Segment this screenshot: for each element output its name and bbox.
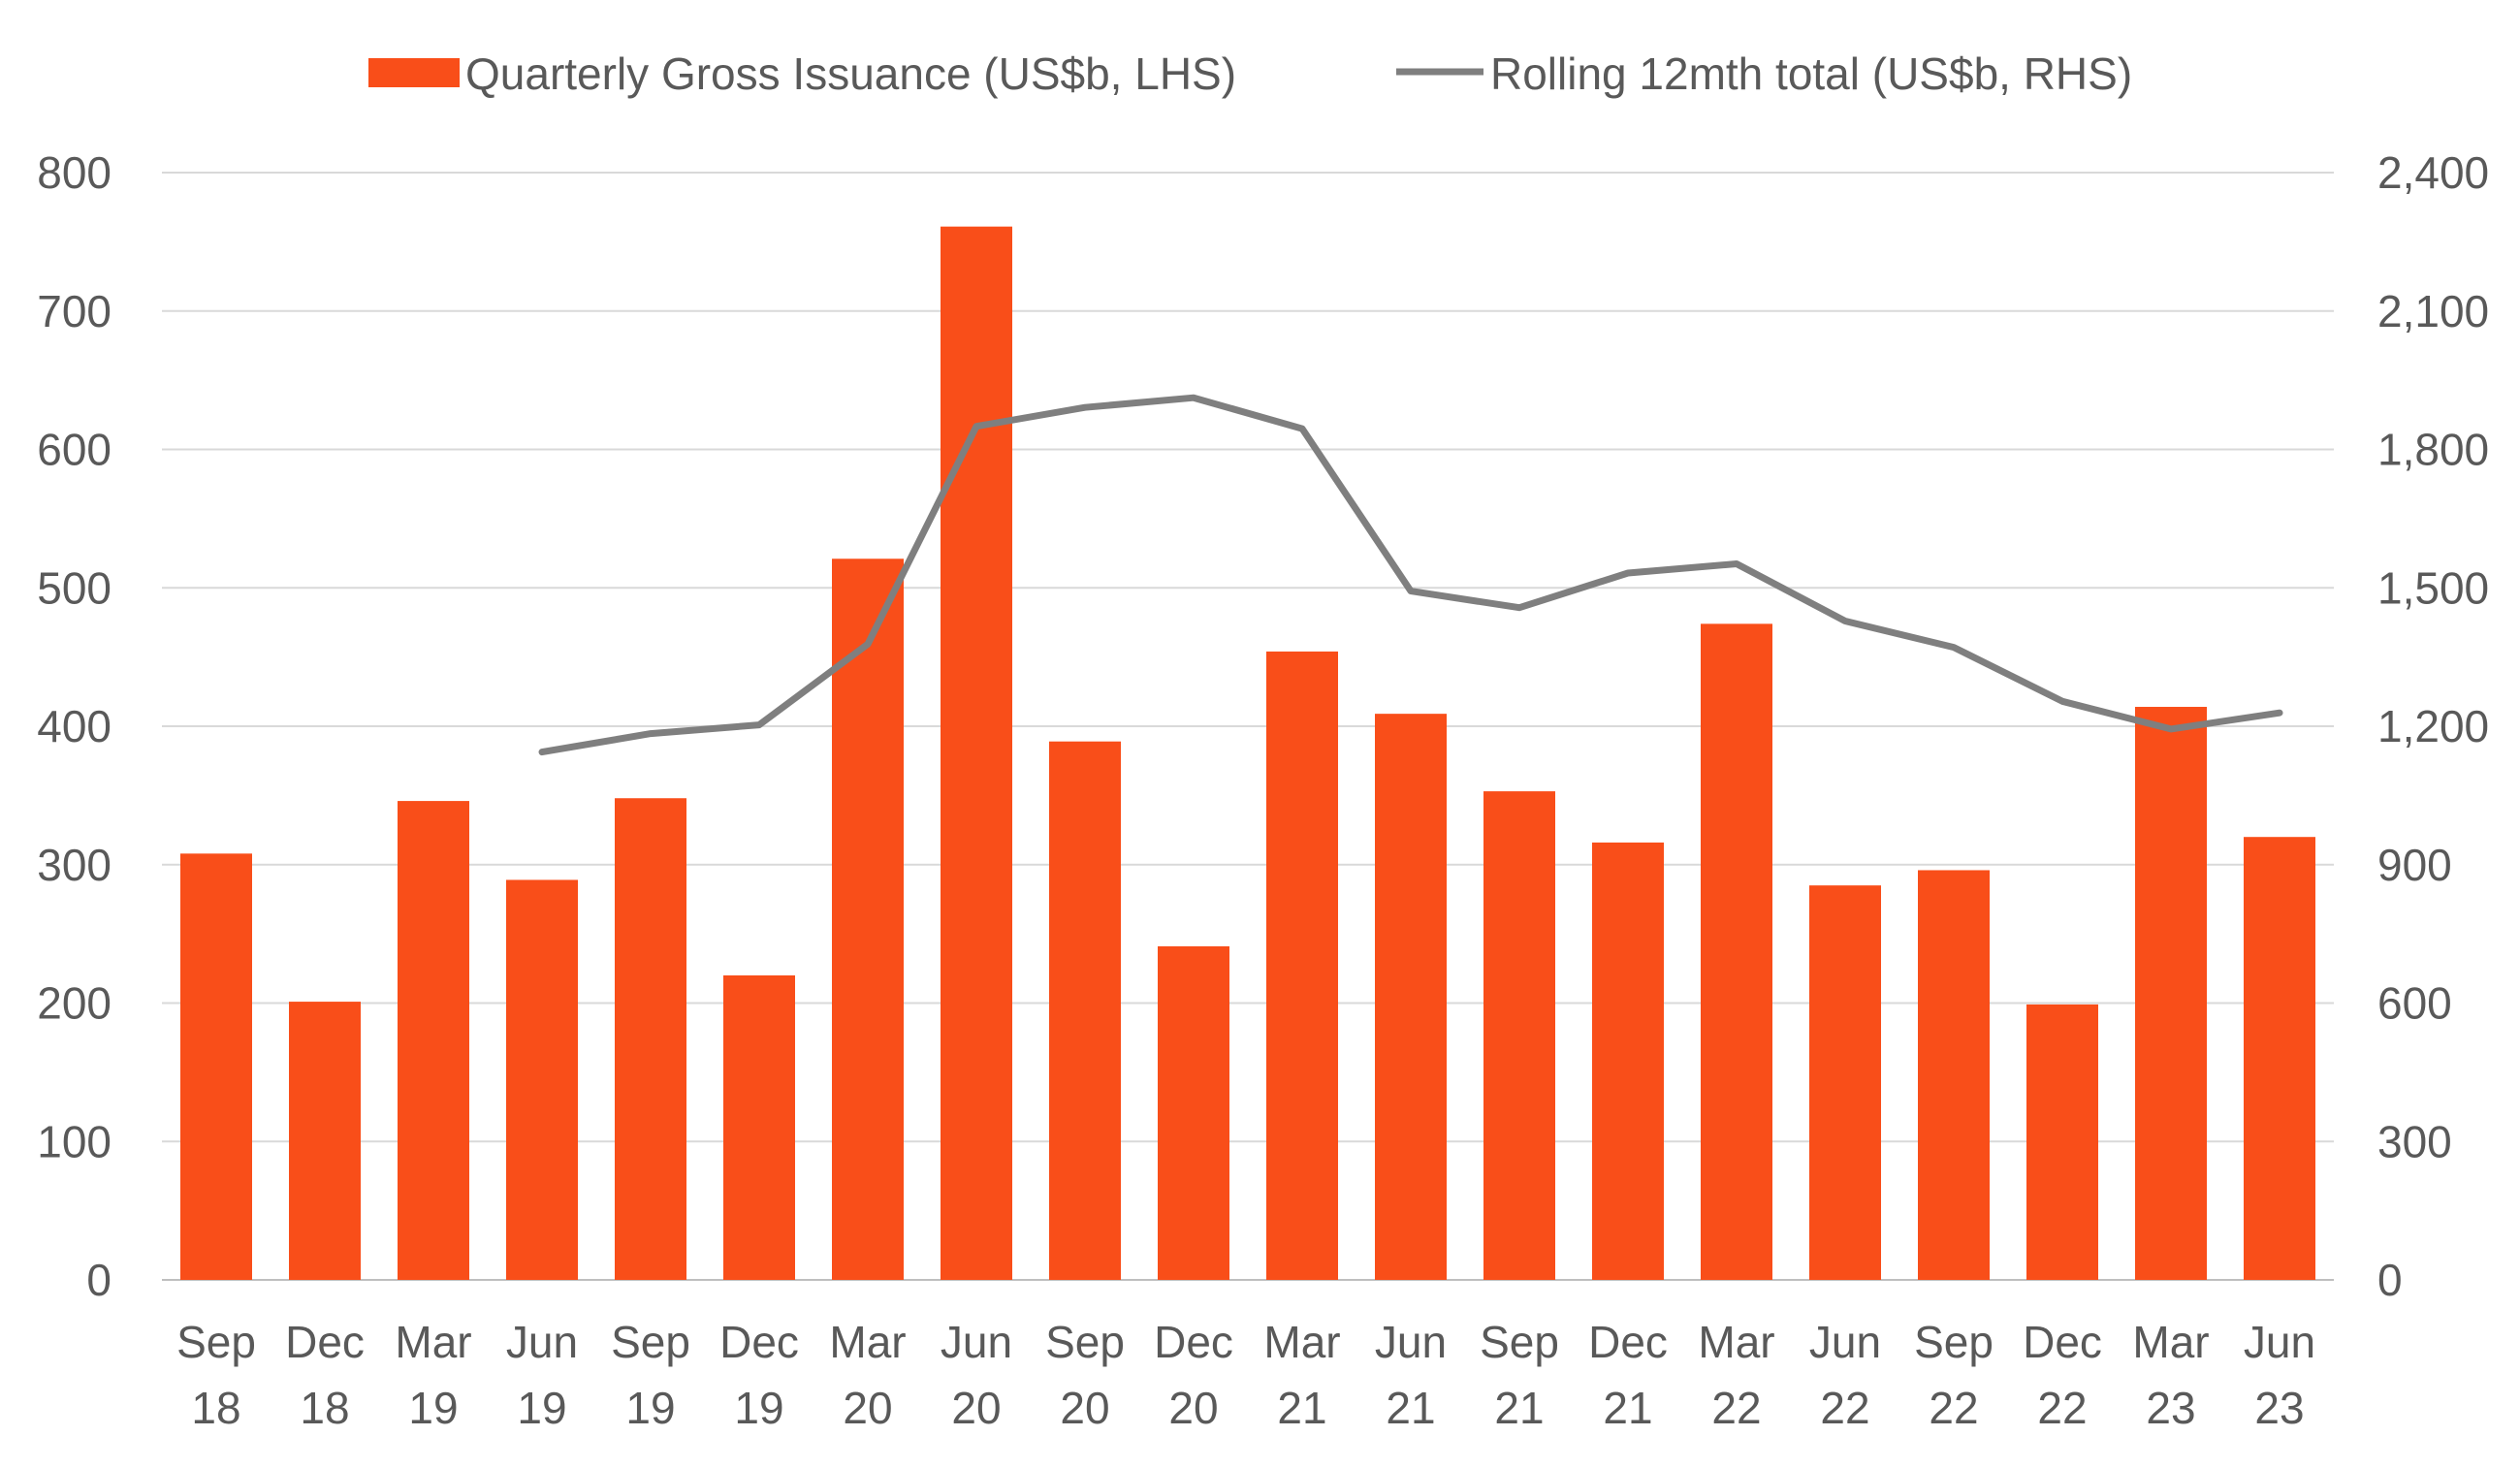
x-tick-label-year: 19 xyxy=(734,1383,783,1433)
x-tick-label-month: Dec xyxy=(719,1317,799,1367)
x-tick-label-year: 20 xyxy=(843,1383,892,1433)
y-right-tick-label: 900 xyxy=(2377,840,2452,890)
y-right-tick-label: 600 xyxy=(2377,978,2452,1029)
line-series xyxy=(538,394,2283,756)
y-left-tick-label: 200 xyxy=(37,978,112,1029)
x-tick-label-year: 20 xyxy=(1060,1383,1109,1433)
x-tick-label-year: 19 xyxy=(517,1383,566,1433)
x-tick-label-month: Mar xyxy=(829,1317,906,1367)
y-left-tick-label: 600 xyxy=(37,425,112,475)
bar xyxy=(832,558,904,1280)
x-tick-label-year: 23 xyxy=(2146,1383,2195,1433)
y-right-tick-label: 0 xyxy=(2377,1255,2403,1305)
y-right-tick-label: 1,200 xyxy=(2377,701,2489,751)
y-left-tick-label: 100 xyxy=(37,1116,112,1166)
x-tick-label-month: Mar xyxy=(1263,1317,1340,1367)
legend-label-bar: Quarterly Gross Issuance (US$b, LHS) xyxy=(465,48,1236,99)
x-tick-label-year: 22 xyxy=(1929,1383,1978,1433)
x-tick-label-month: Mar xyxy=(1698,1317,1774,1367)
x-tick-label-month: Jun xyxy=(941,1317,1012,1367)
bar xyxy=(398,801,469,1280)
x-tick-label-year: 21 xyxy=(1494,1383,1544,1433)
x-tick-label-year: 19 xyxy=(625,1383,675,1433)
x-tick-label-year: 18 xyxy=(300,1383,349,1433)
x-tick-label-month: Sep xyxy=(176,1317,256,1367)
x-tick-label-month: Dec xyxy=(1588,1317,1668,1367)
y-left-tick-label: 700 xyxy=(37,286,112,336)
x-tick-label-month: Dec xyxy=(1154,1317,1233,1367)
bar xyxy=(1049,741,1121,1280)
y-left-tick-label: 500 xyxy=(37,562,112,613)
x-tick-label-year: 23 xyxy=(2254,1383,2304,1433)
x-tick-label-year: 20 xyxy=(1168,1383,1218,1433)
x-tick-label-month: Dec xyxy=(285,1317,365,1367)
bar xyxy=(1918,870,1990,1280)
y-left-tick-label: 400 xyxy=(37,701,112,751)
bar xyxy=(1266,651,1338,1280)
bar xyxy=(1809,885,1881,1280)
x-tick-label-year: 19 xyxy=(408,1383,458,1433)
bar xyxy=(1158,945,1229,1280)
x-tick-label-month: Dec xyxy=(2023,1317,2102,1367)
x-tick-label-month: Jun xyxy=(1375,1317,1447,1367)
x-tick-label-year: 18 xyxy=(191,1383,240,1433)
y-right-tick-label: 2,400 xyxy=(2377,147,2489,198)
axes: 0 0 100 300 200 600 300 900 400 1,200 500 1,500 600 1… xyxy=(37,147,2489,1433)
bar xyxy=(289,1002,361,1280)
x-tick-label-month: Mar xyxy=(2132,1317,2209,1367)
y-right-tick-label: 1,800 xyxy=(2377,425,2489,475)
bar xyxy=(723,974,795,1280)
x-tick-label-month: Jun xyxy=(506,1317,578,1367)
x-tick-label-month: Sep xyxy=(611,1317,690,1367)
bar xyxy=(1592,842,1664,1280)
bar xyxy=(2244,837,2315,1280)
rolling-total-line xyxy=(538,394,2283,756)
bar xyxy=(180,853,252,1280)
legend-label-line: Rolling 12mth total (US$b, RHS) xyxy=(1490,48,2132,99)
x-tick-label-month: Sep xyxy=(1480,1317,1559,1367)
y-left-tick-label: 800 xyxy=(37,147,112,198)
legend: Quarterly Gross Issuance (US$b, LHS) Rol… xyxy=(368,48,2132,99)
bar xyxy=(1483,791,1555,1280)
gridlines xyxy=(162,172,2334,1281)
x-tick-label-year: 20 xyxy=(951,1383,1001,1433)
bar xyxy=(1701,623,1772,1280)
x-tick-label-month: Sep xyxy=(1914,1317,1994,1367)
x-tick-label-year: 21 xyxy=(1386,1383,1435,1433)
y-right-tick-label: 300 xyxy=(2377,1116,2452,1166)
x-tick-label-year: 21 xyxy=(1603,1383,1652,1433)
y-right-tick-label: 1,500 xyxy=(2377,562,2489,613)
x-tick-label-year: 22 xyxy=(2037,1383,2087,1433)
x-tick-label-month: Jun xyxy=(2244,1317,2315,1367)
x-tick-label-month: Mar xyxy=(395,1317,471,1367)
bar xyxy=(615,798,686,1280)
bar xyxy=(1375,714,1447,1280)
x-tick-label-month: Sep xyxy=(1045,1317,1125,1367)
x-tick-label-year: 22 xyxy=(1711,1383,1761,1433)
x-tick-label-month: Jun xyxy=(1809,1317,1881,1367)
bar xyxy=(941,226,1012,1281)
legend-swatch-bar xyxy=(368,58,460,87)
bar-series xyxy=(180,226,2315,1281)
y-right-tick-label: 2,100 xyxy=(2377,286,2489,336)
y-left-tick-label: 300 xyxy=(37,840,112,890)
y-left-tick-label: 0 xyxy=(86,1255,112,1305)
x-tick-label-year: 21 xyxy=(1277,1383,1326,1433)
bar xyxy=(2135,707,2207,1280)
x-tick-label-year: 22 xyxy=(1820,1383,1869,1433)
bar xyxy=(506,879,578,1280)
bar xyxy=(2026,1004,2098,1280)
